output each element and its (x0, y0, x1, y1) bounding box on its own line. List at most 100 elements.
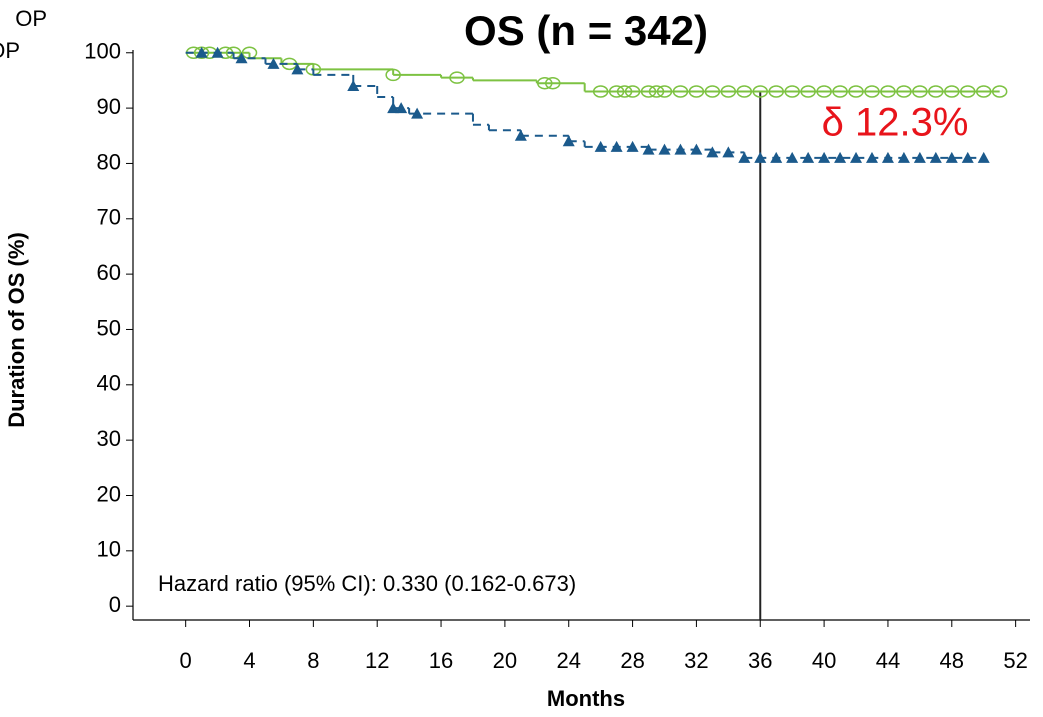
censor-marker (608, 85, 625, 98)
censor-marker (648, 85, 665, 98)
x-tick-label: 48 (940, 648, 964, 673)
censor-marker (594, 140, 607, 152)
censor-marker (387, 102, 400, 114)
y-tick-label: 50 (97, 315, 121, 340)
y-tick-label: 60 (97, 260, 121, 285)
censor-marker (802, 151, 815, 163)
censor-marker (610, 140, 623, 152)
censor-marker (449, 71, 465, 84)
censor-marker (864, 85, 880, 98)
censor-marker (738, 151, 751, 163)
censor-marker (832, 85, 848, 98)
censor-marker (706, 146, 719, 158)
censor-marker (768, 85, 784, 98)
censor-marker (913, 151, 926, 163)
x-tick-label: 20 (493, 648, 517, 673)
censor-marker (720, 85, 737, 98)
y-tick-label: 20 (97, 481, 121, 506)
y-tick-label: 90 (97, 94, 121, 119)
censor-marker (818, 151, 831, 163)
censor-marker (704, 85, 721, 98)
censor-marker (800, 85, 816, 98)
censor-marker (672, 85, 689, 98)
y-tick-label: 0 (109, 592, 121, 617)
censor-marker (656, 85, 673, 98)
censor-marker (752, 85, 769, 98)
hazard-ratio: Hazard ratio (95% CI): 0.330 (0.162-0.67… (158, 571, 576, 596)
censor-marker (848, 85, 864, 98)
x-tick-label: 40 (812, 648, 836, 673)
censor-marker (688, 85, 705, 98)
chart-title: OS (n = 342) (464, 7, 708, 54)
censor-marker (722, 146, 735, 158)
censor-marker (786, 151, 799, 163)
censor-marker (658, 143, 671, 155)
legend-label: OP (15, 6, 47, 31)
y-tick-label: 100 (84, 39, 121, 64)
censor-marker (411, 107, 424, 119)
censor-marker (616, 85, 633, 98)
x-tick-label: 32 (684, 648, 708, 673)
x-tick-label: 24 (556, 648, 580, 673)
censor-marker (977, 151, 990, 163)
censor-marker (754, 151, 767, 163)
y-tick-label: 40 (97, 371, 121, 396)
censor-marker (945, 151, 958, 163)
x-tick-label: 16 (429, 648, 453, 673)
censor-marker (816, 85, 832, 98)
censor-marker (896, 85, 912, 98)
censor-marker (267, 57, 280, 69)
censor-marker (834, 151, 847, 163)
censor-marker (674, 143, 687, 155)
x-tick-label: 8 (307, 648, 319, 673)
x-axis-label: Months (547, 686, 625, 711)
censor-marker (912, 85, 928, 98)
censor-marker (291, 63, 304, 75)
censor-marker (592, 85, 609, 98)
y-tick-label: 80 (97, 149, 121, 174)
y-tick-label: 70 (97, 205, 121, 230)
censor-marker (562, 135, 575, 147)
censor-marker (514, 129, 527, 141)
censor-marker (642, 143, 655, 155)
censor-marker (944, 85, 960, 98)
x-tick-label: 36 (748, 648, 772, 673)
censor-marker (784, 85, 800, 98)
legend-label: OP (0, 38, 20, 63)
censor-marker (991, 85, 1008, 98)
censor-marker (395, 102, 408, 114)
censor-marker (880, 85, 896, 98)
x-tick-label: 12 (365, 648, 389, 673)
censor-marker (235, 52, 248, 64)
y-tick-label: 30 (97, 426, 121, 451)
censor-marker (961, 151, 974, 163)
censor-marker (195, 46, 208, 58)
censor-marker (385, 68, 401, 82)
censor-marker (624, 85, 641, 98)
censor-marker (960, 85, 976, 98)
censor-marker (850, 151, 863, 163)
censor-marker (626, 140, 639, 152)
delta-annotation: δ 12.3% (822, 101, 969, 145)
censor-marker (865, 151, 878, 163)
censor-marker (537, 76, 553, 90)
censor-marker (897, 151, 910, 163)
censor-marker (929, 151, 942, 163)
censor-marker (928, 85, 944, 98)
x-tick-label: 4 (243, 648, 255, 673)
censor-marker (881, 151, 894, 163)
censor-marker (347, 79, 360, 91)
x-tick-label: 0 (180, 648, 192, 673)
censor-marker (545, 76, 561, 90)
x-tick-label: 52 (1003, 648, 1027, 673)
censor-marker (211, 46, 224, 58)
x-tick-label: 28 (620, 648, 644, 673)
y-tick-label: 10 (97, 537, 121, 562)
censor-marker (975, 85, 992, 98)
x-tick-label: 44 (876, 648, 900, 673)
censor-marker (690, 143, 703, 155)
censor-marker (770, 151, 783, 163)
censor-marker (640, 85, 657, 98)
y-axis-label: Duration of OS (%) (4, 232, 29, 428)
